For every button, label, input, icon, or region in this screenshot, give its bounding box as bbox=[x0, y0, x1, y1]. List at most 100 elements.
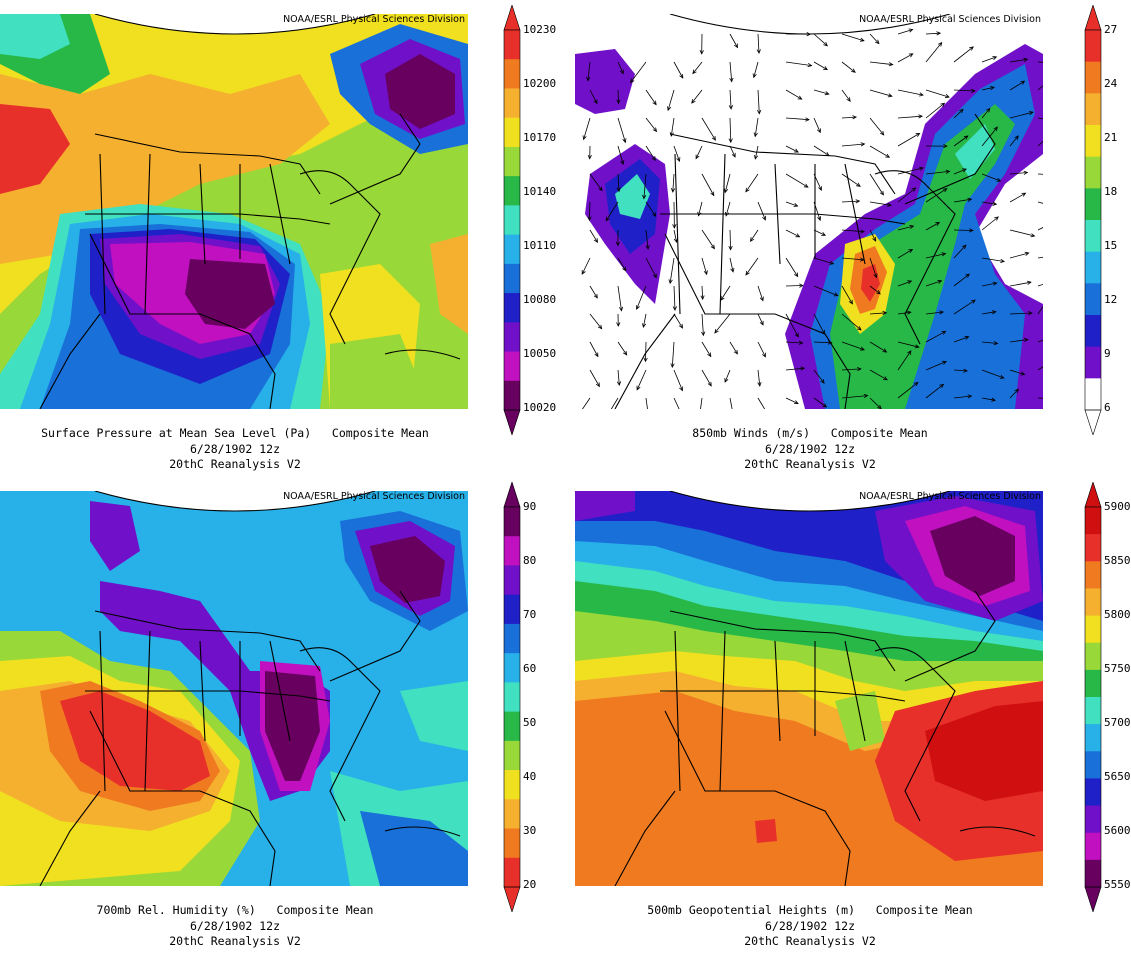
wind-arrow bbox=[785, 89, 802, 100]
wind-arrow-head bbox=[1000, 258, 1006, 263]
wind-arrow bbox=[869, 173, 884, 196]
colorbar-tick-label: 15 bbox=[1104, 239, 1118, 252]
wind-arrow-head bbox=[846, 97, 851, 102]
wind-arrow bbox=[897, 115, 923, 119]
wind-arrow bbox=[813, 313, 825, 335]
wind-arrow bbox=[701, 229, 715, 249]
wind-arrow bbox=[753, 61, 759, 78]
wind-arrow-head bbox=[879, 130, 885, 136]
colorbar-tick-label: 10050 bbox=[523, 347, 557, 360]
wind-arrow bbox=[729, 341, 738, 355]
wind-arrow bbox=[981, 126, 998, 147]
wind-arrow-head bbox=[753, 132, 758, 138]
wind-arrow bbox=[953, 244, 967, 259]
winds-map bbox=[575, 14, 1043, 409]
wind-arrow bbox=[1037, 140, 1043, 147]
wind-arrow bbox=[897, 311, 911, 315]
wind-arrow bbox=[925, 311, 944, 315]
wind-arrow-head bbox=[697, 211, 702, 217]
wind-arrow bbox=[673, 397, 680, 409]
wind-arrow bbox=[785, 397, 799, 404]
wind-arrow-head bbox=[908, 249, 914, 254]
wind-arrow-head bbox=[733, 349, 738, 355]
wind-arrow-head bbox=[652, 127, 658, 133]
colorbar-segment bbox=[504, 117, 520, 148]
colorbar-segment bbox=[504, 682, 520, 713]
wind-arrow bbox=[953, 395, 972, 399]
colorbar-segment bbox=[504, 205, 520, 236]
wind-arrow bbox=[645, 257, 657, 278]
wind-arrow bbox=[1009, 281, 1031, 287]
wind-arrow bbox=[785, 173, 809, 188]
colorbar-tick-label: 80 bbox=[523, 554, 537, 567]
wind-arrow bbox=[813, 61, 828, 70]
colorbar-top-arrow bbox=[1084, 482, 1102, 508]
wind-arrow-head bbox=[939, 310, 945, 315]
wind-arrow bbox=[981, 56, 997, 63]
wind-arrow bbox=[981, 369, 1004, 379]
colorbar-tick-label: 5700 bbox=[1104, 716, 1131, 729]
wind-arrow bbox=[701, 117, 716, 141]
colorbar-tick-label: 10020 bbox=[523, 401, 557, 414]
wind-arrow-head bbox=[805, 117, 810, 122]
wind-arrow bbox=[1009, 339, 1028, 343]
wind-arrow-head bbox=[616, 322, 621, 327]
wind-arrow bbox=[729, 61, 733, 82]
colorbar-tick-label: 24 bbox=[1104, 77, 1118, 90]
slp-caption-date: 6/28/1902 12z bbox=[189, 441, 280, 456]
colorbar-tick-label: 21 bbox=[1104, 131, 1118, 144]
wind-arrow bbox=[897, 187, 916, 203]
wind-arrow bbox=[785, 201, 798, 207]
wind-arrow-head bbox=[829, 260, 835, 265]
wind-arrow bbox=[925, 222, 940, 231]
wind-arrow-head bbox=[587, 154, 592, 160]
heights-caption-title: 500mb Geopotential Heights (m) Composite… bbox=[647, 903, 973, 917]
colorbar-segment bbox=[1085, 615, 1101, 644]
colorbar-segment bbox=[504, 711, 520, 742]
wind-arrow bbox=[785, 61, 812, 66]
wind-arrow-head bbox=[616, 99, 621, 105]
wind-arrow-head bbox=[859, 37, 865, 42]
wind-arrow bbox=[701, 285, 704, 300]
wind-arrow bbox=[953, 198, 972, 203]
wind-arrow-head bbox=[807, 62, 813, 68]
wind-arrow bbox=[981, 201, 997, 205]
wind-arrow-head bbox=[824, 151, 830, 157]
wind-arrow-head bbox=[757, 109, 762, 115]
wind-arrow-head bbox=[752, 73, 757, 79]
wind-arrow bbox=[672, 173, 675, 192]
wind-arrow bbox=[841, 33, 865, 42]
wind-arrow bbox=[813, 341, 832, 344]
wind-arrow-head bbox=[795, 233, 801, 238]
wind-arrow-head bbox=[691, 99, 696, 104]
wind-arrow bbox=[925, 330, 946, 343]
slp-caption-title: Surface Pressure at Mean Sea Level (Pa) … bbox=[41, 426, 429, 440]
slp-caption: Surface Pressure at Mean Sea Level (Pa) … bbox=[0, 426, 470, 473]
wind-arrow bbox=[1009, 229, 1035, 237]
credit-label: NOAA/ESRL Physical Sciences Division bbox=[283, 491, 465, 502]
wind-arrow bbox=[630, 61, 647, 83]
wind-arrow-head bbox=[800, 366, 806, 371]
wind-arrow-head bbox=[852, 115, 858, 120]
rh-colorbar bbox=[503, 482, 521, 912]
wind-arrow bbox=[925, 42, 943, 63]
wind-arrow-head bbox=[964, 335, 970, 340]
wind-arrow bbox=[617, 173, 620, 192]
wind-arrow-head bbox=[645, 245, 650, 250]
wind-arrow-head bbox=[961, 244, 967, 250]
wind-arrow bbox=[617, 341, 628, 356]
rh-panel: NOAA/ESRL Physical Sciences Division 90 8… bbox=[0, 477, 565, 954]
wind-arrow-head bbox=[937, 41, 943, 47]
wind-arrow-head bbox=[1026, 280, 1032, 285]
wind-arrow-head bbox=[857, 367, 862, 372]
wind-arrow-head bbox=[990, 86, 995, 91]
colorbar-segment bbox=[1085, 805, 1101, 834]
wind-arrow-head bbox=[806, 32, 812, 37]
wind-arrow bbox=[813, 117, 821, 133]
wind-arrow-head bbox=[700, 295, 705, 301]
colorbar-segment bbox=[1085, 156, 1101, 189]
wind-arrow-head bbox=[827, 340, 833, 345]
wind-arrow-head bbox=[724, 377, 729, 383]
wind-arrow bbox=[813, 173, 822, 191]
wind-arrow bbox=[1037, 173, 1043, 175]
